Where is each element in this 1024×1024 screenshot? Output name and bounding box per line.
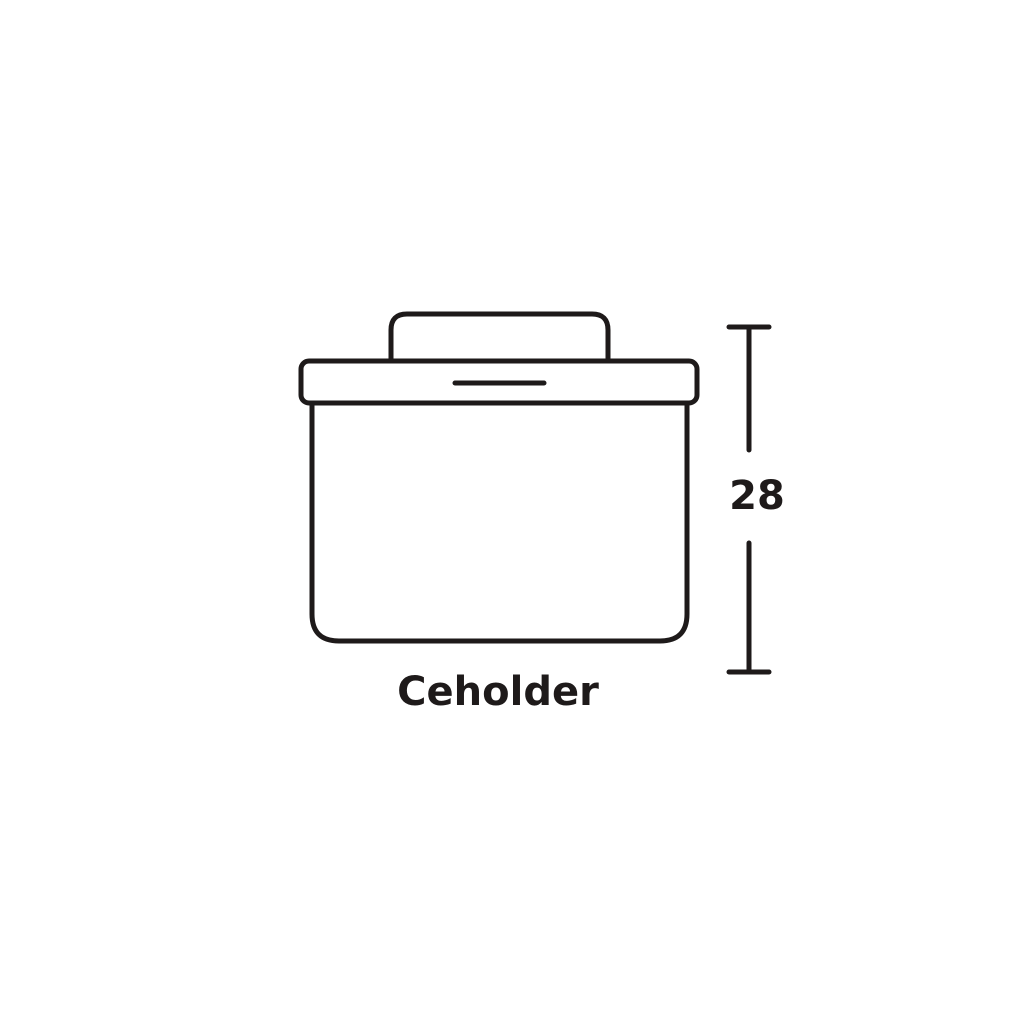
container-label: Ceholder	[397, 669, 599, 715]
container-handle	[388, 311, 611, 363]
container-lid	[298, 358, 700, 406]
dimension-value: 28	[729, 473, 785, 519]
container-body	[309, 400, 690, 644]
